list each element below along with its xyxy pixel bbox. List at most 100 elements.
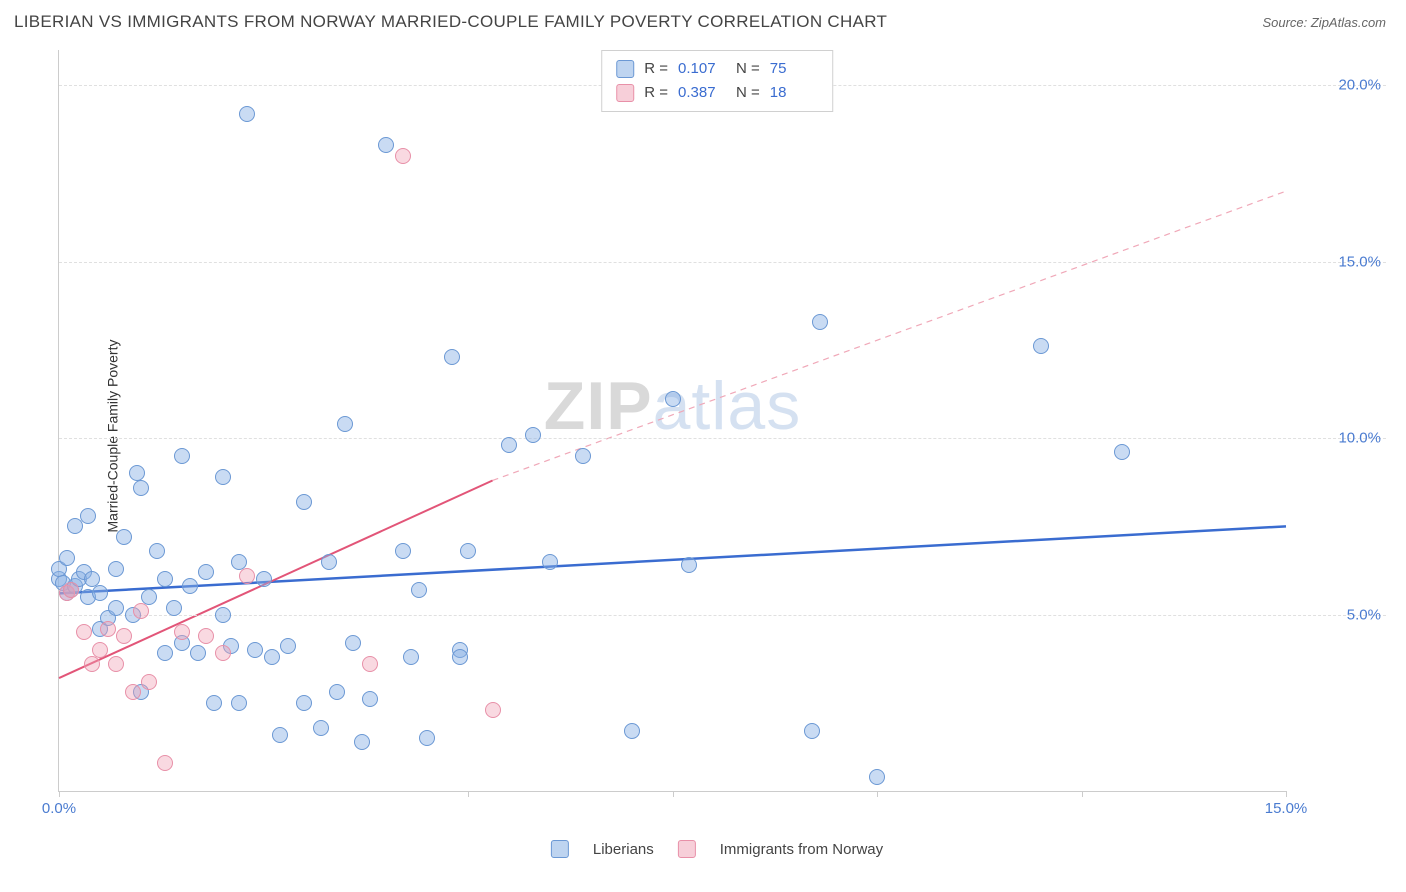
data-point-blue bbox=[681, 557, 697, 573]
legend-stats-row-blue: R = 0.107 N = 75 bbox=[616, 57, 818, 81]
legend-r-label: R = bbox=[644, 57, 668, 81]
legend-n-label: N = bbox=[736, 81, 760, 105]
data-point-blue bbox=[869, 769, 885, 785]
y-tick-label: 20.0% bbox=[1291, 77, 1381, 94]
data-point-blue bbox=[182, 578, 198, 594]
data-point-blue bbox=[296, 695, 312, 711]
data-point-pink bbox=[63, 582, 79, 598]
data-point-blue bbox=[108, 561, 124, 577]
data-point-blue bbox=[329, 684, 345, 700]
legend-n-pink: 18 bbox=[770, 81, 818, 105]
data-point-blue bbox=[411, 582, 427, 598]
legend-swatch-pink bbox=[678, 840, 696, 858]
data-point-blue bbox=[198, 564, 214, 580]
data-point-blue bbox=[501, 437, 517, 453]
data-point-pink bbox=[133, 603, 149, 619]
data-point-blue bbox=[256, 571, 272, 587]
data-point-blue bbox=[80, 508, 96, 524]
x-tick bbox=[1082, 791, 1083, 797]
y-tick-label: 5.0% bbox=[1291, 606, 1381, 623]
trend-line bbox=[493, 191, 1286, 480]
data-point-blue bbox=[272, 727, 288, 743]
data-point-blue bbox=[1114, 444, 1130, 460]
data-point-blue bbox=[354, 734, 370, 750]
data-point-pink bbox=[198, 628, 214, 644]
data-point-blue bbox=[239, 106, 255, 122]
data-point-blue bbox=[247, 642, 263, 658]
data-point-blue bbox=[1033, 338, 1049, 354]
data-point-pink bbox=[108, 656, 124, 672]
data-point-pink bbox=[157, 755, 173, 771]
data-point-blue bbox=[812, 314, 828, 330]
data-point-pink bbox=[116, 628, 132, 644]
data-point-blue bbox=[59, 550, 75, 566]
data-point-blue bbox=[174, 448, 190, 464]
data-point-blue bbox=[804, 723, 820, 739]
gridline bbox=[59, 262, 1386, 263]
data-point-blue bbox=[419, 730, 435, 746]
legend-stats: R = 0.107 N = 75 R = 0.387 N = 18 bbox=[601, 50, 833, 112]
data-point-blue bbox=[460, 543, 476, 559]
data-point-blue bbox=[149, 543, 165, 559]
x-tick-label: 0.0% bbox=[42, 800, 76, 817]
legend-n-label: N = bbox=[736, 57, 760, 81]
x-tick bbox=[673, 791, 674, 797]
data-point-blue bbox=[665, 391, 681, 407]
x-tick bbox=[468, 791, 469, 797]
chart-title: LIBERIAN VS IMMIGRANTS FROM NORWAY MARRI… bbox=[14, 12, 887, 32]
legend-n-blue: 75 bbox=[770, 57, 818, 81]
legend-swatch-blue bbox=[616, 60, 634, 78]
legend-swatch-blue bbox=[551, 840, 569, 858]
data-point-blue bbox=[321, 554, 337, 570]
data-point-blue bbox=[231, 695, 247, 711]
data-point-blue bbox=[345, 635, 361, 651]
data-point-blue bbox=[624, 723, 640, 739]
data-point-blue bbox=[157, 571, 173, 587]
data-point-pink bbox=[92, 642, 108, 658]
data-point-pink bbox=[215, 645, 231, 661]
legend-swatch-pink bbox=[616, 84, 634, 102]
source-label: Source: ZipAtlas.com bbox=[1262, 15, 1386, 30]
legend-stats-row-pink: R = 0.387 N = 18 bbox=[616, 81, 818, 105]
data-point-blue bbox=[313, 720, 329, 736]
data-point-blue bbox=[525, 427, 541, 443]
data-point-blue bbox=[133, 480, 149, 496]
scatter-plot: ZIPatlas 5.0%10.0%15.0%20.0%0.0%15.0% bbox=[58, 50, 1286, 792]
data-point-pink bbox=[84, 656, 100, 672]
data-point-blue bbox=[444, 349, 460, 365]
legend-label-blue: Liberians bbox=[593, 841, 654, 858]
data-point-blue bbox=[575, 448, 591, 464]
legend-series: Liberians Immigrants from Norway bbox=[551, 840, 883, 858]
gridline bbox=[59, 615, 1386, 616]
data-point-pink bbox=[485, 702, 501, 718]
data-point-pink bbox=[395, 148, 411, 164]
chart-area: Married-Couple Family Poverty ZIPatlas 5… bbox=[48, 50, 1386, 822]
data-point-blue bbox=[403, 649, 419, 665]
data-point-blue bbox=[190, 645, 206, 661]
data-point-blue bbox=[215, 607, 231, 623]
gridline bbox=[59, 438, 1386, 439]
trend-lines-svg bbox=[59, 50, 1286, 791]
data-point-blue bbox=[92, 585, 108, 601]
data-point-blue bbox=[362, 691, 378, 707]
data-point-blue bbox=[296, 494, 312, 510]
data-point-blue bbox=[166, 600, 182, 616]
data-point-blue bbox=[108, 600, 124, 616]
data-point-blue bbox=[116, 529, 132, 545]
data-point-pink bbox=[125, 684, 141, 700]
data-point-blue bbox=[452, 649, 468, 665]
y-tick-label: 15.0% bbox=[1291, 253, 1381, 270]
data-point-blue bbox=[206, 695, 222, 711]
x-tick-label: 15.0% bbox=[1265, 800, 1308, 817]
data-point-blue bbox=[395, 543, 411, 559]
legend-r-pink: 0.387 bbox=[678, 81, 726, 105]
data-point-blue bbox=[378, 137, 394, 153]
legend-label-pink: Immigrants from Norway bbox=[720, 841, 883, 858]
y-tick-label: 10.0% bbox=[1291, 430, 1381, 447]
data-point-blue bbox=[280, 638, 296, 654]
data-point-blue bbox=[157, 645, 173, 661]
x-tick bbox=[1286, 791, 1287, 797]
data-point-pink bbox=[100, 621, 116, 637]
data-point-pink bbox=[362, 656, 378, 672]
legend-r-blue: 0.107 bbox=[678, 57, 726, 81]
